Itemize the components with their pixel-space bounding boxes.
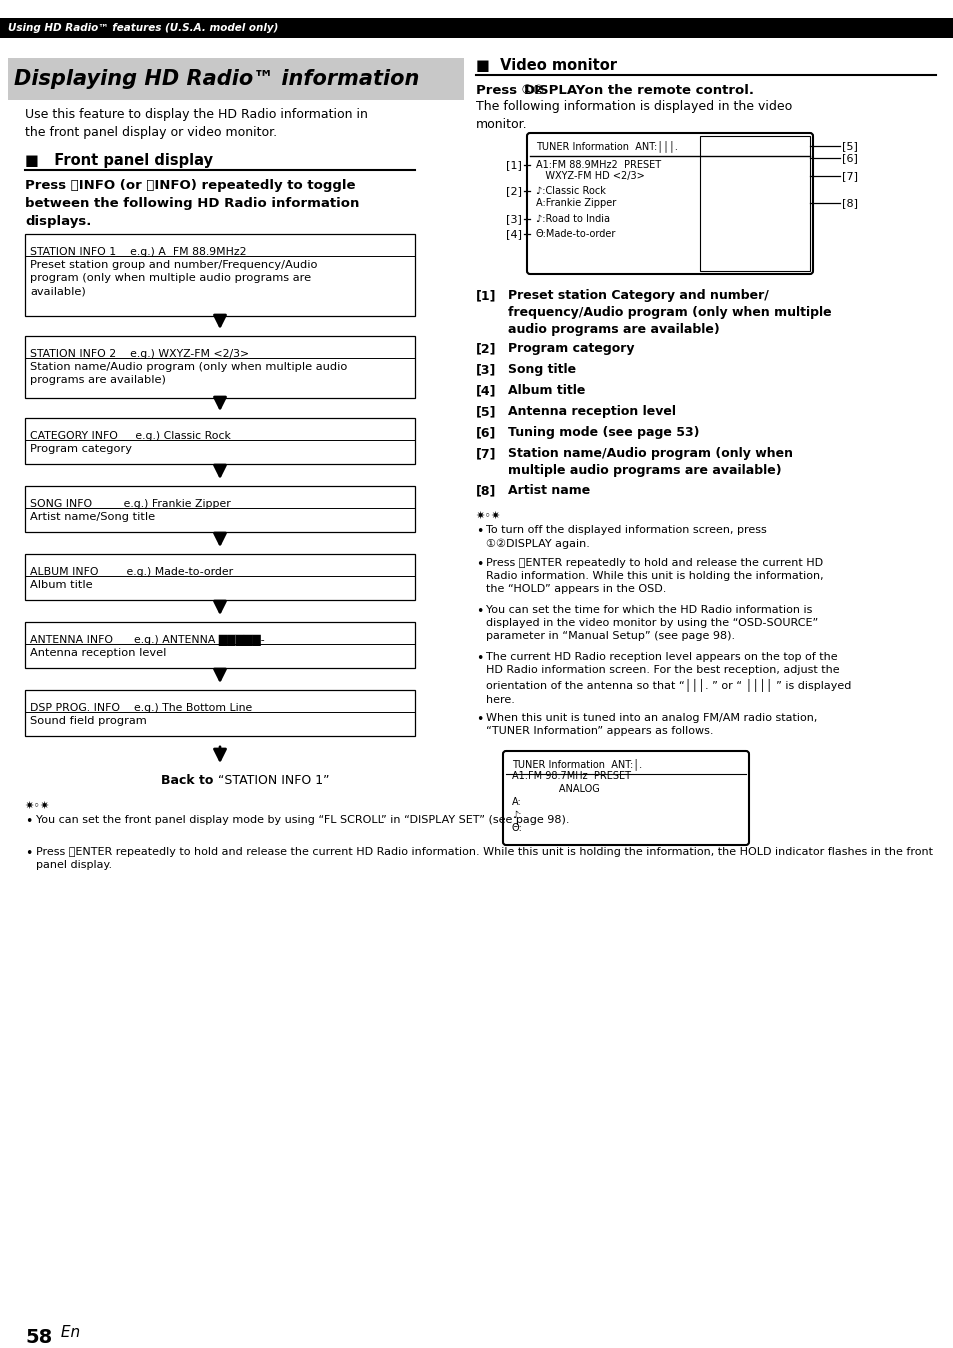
Text: [1]: [1] bbox=[476, 288, 496, 302]
Text: 58: 58 bbox=[25, 1328, 52, 1347]
FancyBboxPatch shape bbox=[502, 751, 748, 845]
Bar bbox=[8, 58, 463, 100]
Text: •: • bbox=[25, 847, 32, 860]
Text: Preset station group and number/Frequency/Audio
program (only when multiple audi: Preset station group and number/Frequenc… bbox=[30, 260, 317, 297]
Text: ALBUM INFO        e.g.) Made-to-order: ALBUM INFO e.g.) Made-to-order bbox=[30, 568, 233, 577]
Text: [3]: [3] bbox=[476, 363, 496, 376]
Text: [1]: [1] bbox=[506, 160, 521, 170]
Text: Program category: Program category bbox=[507, 342, 634, 355]
Text: Press ①②: Press ①② bbox=[476, 84, 543, 97]
Text: STATION INFO 2    e.g.) WXYZ-FM <2/3>: STATION INFO 2 e.g.) WXYZ-FM <2/3> bbox=[30, 349, 249, 359]
Text: CATEGORY INFO     e.g.) Classic Rock: CATEGORY INFO e.g.) Classic Rock bbox=[30, 431, 231, 441]
Text: Press ⓘENTER repeatedly to hold and release the current HD
Radio information. Wh: Press ⓘENTER repeatedly to hold and rele… bbox=[485, 558, 822, 594]
Text: Θ:Made-to-order: Θ:Made-to-order bbox=[536, 229, 616, 239]
Bar bbox=[25, 690, 415, 736]
Text: ANALOG: ANALOG bbox=[512, 785, 599, 794]
Text: A1:FM 88.9MHz2  PRESET: A1:FM 88.9MHz2 PRESET bbox=[536, 160, 660, 170]
Text: Antenna reception level: Antenna reception level bbox=[30, 648, 166, 658]
Text: DSP PROG. INFO    e.g.) The Bottom Line: DSP PROG. INFO e.g.) The Bottom Line bbox=[30, 704, 252, 713]
Text: Album title: Album title bbox=[507, 384, 585, 398]
Text: Back to: Back to bbox=[161, 775, 218, 787]
FancyBboxPatch shape bbox=[526, 133, 812, 274]
Text: [6]: [6] bbox=[476, 426, 496, 439]
Text: ♪:: ♪: bbox=[512, 810, 521, 820]
Text: You can set the time for which the HD Radio information is
displayed in the vide: You can set the time for which the HD Ra… bbox=[485, 605, 818, 642]
Text: SONG INFO         e.g.) Frankie Zipper: SONG INFO e.g.) Frankie Zipper bbox=[30, 499, 231, 510]
Text: ♪:Classic Rock: ♪:Classic Rock bbox=[536, 186, 605, 195]
Text: [4]: [4] bbox=[476, 384, 496, 398]
Text: Song title: Song title bbox=[507, 363, 576, 376]
Text: Θ:: Θ: bbox=[512, 824, 522, 833]
Bar bbox=[700, 136, 809, 271]
Text: Preset station Category and number/
frequency/Audio program (only when multiple
: Preset station Category and number/ freq… bbox=[507, 288, 831, 336]
Text: [7]: [7] bbox=[841, 171, 857, 181]
Text: [7]: [7] bbox=[476, 448, 496, 460]
Text: Use this feature to display the HD Radio information in
the front panel display : Use this feature to display the HD Radio… bbox=[25, 108, 368, 139]
Text: TUNER Information  ANT:│││.: TUNER Information ANT:│││. bbox=[536, 140, 678, 152]
Text: ■  Video monitor: ■ Video monitor bbox=[476, 58, 617, 73]
Text: Displaying HD Radio™ information: Displaying HD Radio™ information bbox=[14, 69, 419, 89]
Text: Station name/Audio program (only when multiple audio
programs are available): Station name/Audio program (only when mu… bbox=[30, 363, 347, 386]
Text: Artist name/Song title: Artist name/Song title bbox=[30, 512, 155, 522]
Text: Album title: Album title bbox=[30, 580, 92, 590]
Text: Program category: Program category bbox=[30, 443, 132, 454]
Bar bbox=[25, 554, 415, 600]
Text: DISPLAY: DISPLAY bbox=[523, 84, 586, 97]
Text: •: • bbox=[476, 713, 483, 727]
Text: •: • bbox=[476, 558, 483, 572]
Text: A:Frankie Zipper: A:Frankie Zipper bbox=[536, 198, 616, 208]
Text: “STATION INFO 1”: “STATION INFO 1” bbox=[218, 775, 329, 787]
Text: Press ⓘENTER repeatedly to hold and release the current HD Radio information. Wh: Press ⓘENTER repeatedly to hold and rele… bbox=[36, 847, 932, 871]
Text: on the remote control.: on the remote control. bbox=[579, 84, 753, 97]
Text: A1:FM 98.7MHz  PRESET: A1:FM 98.7MHz PRESET bbox=[512, 771, 630, 780]
Text: ✷◦✷: ✷◦✷ bbox=[25, 801, 51, 811]
Text: ■   Front panel display: ■ Front panel display bbox=[25, 154, 213, 168]
Text: When this unit is tuned into an analog FM/AM radio station,
“TUNER Information” : When this unit is tuned into an analog F… bbox=[485, 713, 817, 736]
Text: •: • bbox=[476, 652, 483, 665]
Text: •: • bbox=[25, 816, 32, 828]
Bar bbox=[25, 235, 415, 315]
Text: ANTENNA INFO      e.g.) ANTENNA █████-: ANTENNA INFO e.g.) ANTENNA █████- bbox=[30, 635, 264, 646]
Bar bbox=[25, 418, 415, 464]
Text: The following information is displayed in the video
monitor.: The following information is displayed i… bbox=[476, 100, 791, 131]
Bar bbox=[25, 336, 415, 398]
Text: WXYZ-FM HD <2/3>: WXYZ-FM HD <2/3> bbox=[536, 171, 644, 181]
Text: Artist name: Artist name bbox=[507, 484, 590, 497]
Text: Press ⓖINFO (or ⓙINFO) repeatedly to toggle
between the following HD Radio infor: Press ⓖINFO (or ⓙINFO) repeatedly to tog… bbox=[25, 179, 359, 228]
Text: [4]: [4] bbox=[505, 229, 521, 239]
Text: The current HD Radio reception level appears on the top of the
HD Radio informat: The current HD Radio reception level app… bbox=[485, 652, 850, 705]
Text: To turn off the displayed information screen, press
①②DISPLAY again.: To turn off the displayed information sc… bbox=[485, 524, 766, 549]
Text: En: En bbox=[56, 1325, 80, 1340]
Text: [2]: [2] bbox=[505, 186, 521, 195]
Text: ♪:Road to India: ♪:Road to India bbox=[536, 214, 609, 224]
Bar bbox=[0, 18, 953, 38]
Bar bbox=[25, 487, 415, 532]
Text: [8]: [8] bbox=[476, 484, 496, 497]
Text: A:: A: bbox=[512, 797, 521, 807]
Text: [5]: [5] bbox=[841, 142, 857, 151]
Text: TUNER Information  ANT:│.: TUNER Information ANT:│. bbox=[512, 758, 641, 770]
Text: [8]: [8] bbox=[841, 198, 857, 208]
Bar bbox=[25, 621, 415, 669]
Text: [6]: [6] bbox=[841, 154, 857, 163]
Text: STATION INFO 1    e.g.) A  FM 88.9MHz2: STATION INFO 1 e.g.) A FM 88.9MHz2 bbox=[30, 247, 246, 257]
Text: •: • bbox=[476, 605, 483, 617]
Text: Antenna reception level: Antenna reception level bbox=[507, 404, 676, 418]
Text: Using HD Radio™ features (U.S.A. model only): Using HD Radio™ features (U.S.A. model o… bbox=[8, 23, 278, 32]
Text: Station name/Audio program (only when
multiple audio programs are available): Station name/Audio program (only when mu… bbox=[507, 448, 792, 477]
Text: [3]: [3] bbox=[506, 214, 521, 224]
Text: [5]: [5] bbox=[476, 404, 496, 418]
Text: Sound field program: Sound field program bbox=[30, 716, 147, 727]
Text: [2]: [2] bbox=[476, 342, 496, 355]
Text: You can set the front panel display mode by using “FL SCROLL” in “DISPLAY SET” (: You can set the front panel display mode… bbox=[36, 816, 569, 825]
Text: ✷◦✷: ✷◦✷ bbox=[476, 511, 501, 520]
Text: Tuning mode (see page 53): Tuning mode (see page 53) bbox=[507, 426, 699, 439]
Text: •: • bbox=[476, 524, 483, 538]
